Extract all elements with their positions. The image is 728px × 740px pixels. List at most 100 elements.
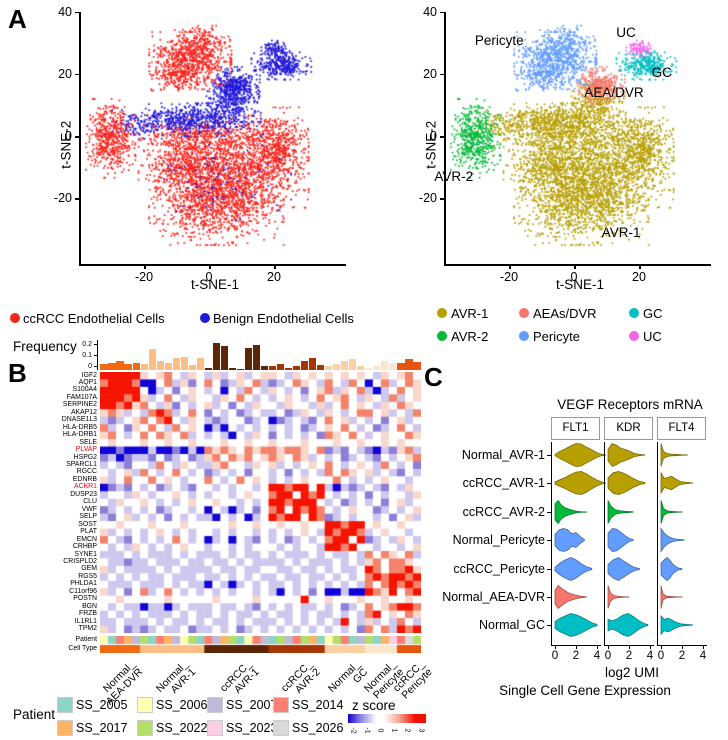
violin-x-tickmark [597,646,598,649]
violin-shape [660,614,693,636]
gene-label-c11orf96: C11orf96 [69,587,97,595]
legend-label: UC [643,329,662,344]
tsne-left-y-axis-line [79,12,81,265]
tsne-right-x-tick-label: -20 [499,270,519,284]
frequency-bar [349,359,357,370]
patient-swatch-ss_2026 [273,720,289,736]
frequency-bar [148,349,156,370]
frequency-bar [373,366,381,370]
violin-title: VEGF Receptors mRNA [557,397,703,412]
gene-label-clu: CLU [83,498,97,506]
frequency-bar [317,365,325,370]
tsne-right-x-tickmark [639,265,641,269]
tsne-left-y-tickmark [75,198,79,200]
gene-label-il1rl1: IL1RL1 [74,617,97,625]
tsne-left-ylabel: t-SNE-2 [58,120,74,169]
frequency-bar [357,366,365,370]
gene-label-dusp23: DUSP23 [70,490,97,498]
legend-label: AEAs/DVR [533,306,597,321]
violin-row-label-ccrcc_pericyte: ccRCC_Pericyte [453,562,545,576]
frequency-tick-label: 0 [88,363,92,370]
frequency-bar [397,363,405,370]
tsne-left-y-tick-label: -20 [53,191,72,206]
legend-dot-ccrcc [10,313,20,323]
gene-label-frzb: FRZB [79,610,97,618]
violin-x-tick-label: 2 [678,650,686,662]
tsne-right-x-tickmark [509,265,511,269]
legend-label: GC [643,306,663,321]
violin-row-tickmark [547,597,551,598]
frequency-bar [325,366,333,370]
gene-label-akap12: AKAP12 [70,408,97,416]
tsne-left-x-tickmark [144,265,146,269]
frequency-tick-label: 0.1 [82,352,92,359]
tsne-right-y-tickmark [440,73,444,76]
frequency-bar [260,366,269,370]
violin-row-label-normal_avr-1: Normal_AVR-1 [461,448,545,462]
heatmap-col-group-label: Normal_ GC [325,658,371,695]
tsne-right-y-tick-label: 0 [430,129,437,143]
patient-swatch-ss_2006 [137,697,153,713]
violin-row-tickmark [547,540,551,541]
zscore-tick-label: 1 [390,728,398,733]
tsne-left-x-tickmark [274,265,276,269]
violin-shape [554,584,587,610]
zscore-tick-label: -1 [363,727,371,734]
frequency-axis-line [97,340,98,370]
violin-facet-header-flt4: FLT4 [657,417,706,440]
tsne-left-x-tick-label: 20 [267,270,281,284]
frequency-bar [164,363,172,370]
violin-shape [607,613,649,637]
zscore-tick-label: -2 [349,727,357,734]
frequency-bar [413,362,421,370]
violin-facet-x-axis [551,645,601,646]
violin-shape [607,443,646,467]
tsne-cluster-annotation: Pericyte [474,32,524,48]
violin-xlabel: log2 UMI [604,665,660,680]
tsne-right-xlabel: t-SNE-1 [555,277,604,292]
legend-dot-uc [629,331,639,341]
heatmap-col-group-label: ccRCC_ AVR-1 [218,658,263,696]
violin-shape [660,500,683,524]
violin-x-tick-label: 0 [604,650,612,662]
patient-swatch-ss_2005 [57,697,73,713]
tsne-left-y-tickmark [75,73,79,76]
violin-row-label-normal_aea-dvr: Normal_AEA-DVR [442,590,545,604]
frequency-bar [405,359,413,370]
frequency-bar [276,364,285,370]
legend-dot-avr-1 [437,308,447,318]
legend-dot-aeas-dvr [519,308,529,318]
gene-label-hspg2: HSPG2 [73,453,97,461]
gene-label-gem: GEM [81,565,97,573]
tsne-right-y-axis-line [444,12,446,265]
panel-b-label: B [8,358,27,388]
tsne-left-scatter-canvas [80,12,346,264]
tsne-right-x-tickmark [574,265,576,269]
frequency-bar [124,364,132,370]
violin-facet-y-axis [551,442,552,645]
frequency-bar [365,368,373,370]
legend-label: Benign Endothelial Cells [213,311,354,326]
violin-facet-header-flt1: FLT1 [551,417,600,440]
zscore-colorbar [348,714,426,723]
violin-row-tickmark [547,483,551,484]
violin-row-label-ccrcc_avr-2: ccRCC_AVR-2 [462,505,545,519]
tsne-left-y-tick-label: 0 [65,129,72,143]
frequency-bar [156,361,164,370]
frequency-bar [108,363,116,370]
violin-facet-header-kdr: KDR [604,417,653,440]
gene-label-plat: PLAT [80,528,97,536]
violin-x-tick-label: 0 [551,650,559,662]
patient-label: SS_2026 [292,721,344,735]
gene-label-sost: SOST [78,520,97,528]
violin-shape [660,443,688,467]
violin-shape [607,585,630,609]
violin-row-tickmark [547,569,551,570]
violin-facet-x-axis [604,645,654,646]
frequency-bar [140,364,148,370]
gene-label-tpm2: TPM2 [78,625,97,633]
frequency-bar [228,368,236,370]
patient-label: SS_2014 [292,698,344,712]
legend-dot-avr-2 [437,331,447,341]
